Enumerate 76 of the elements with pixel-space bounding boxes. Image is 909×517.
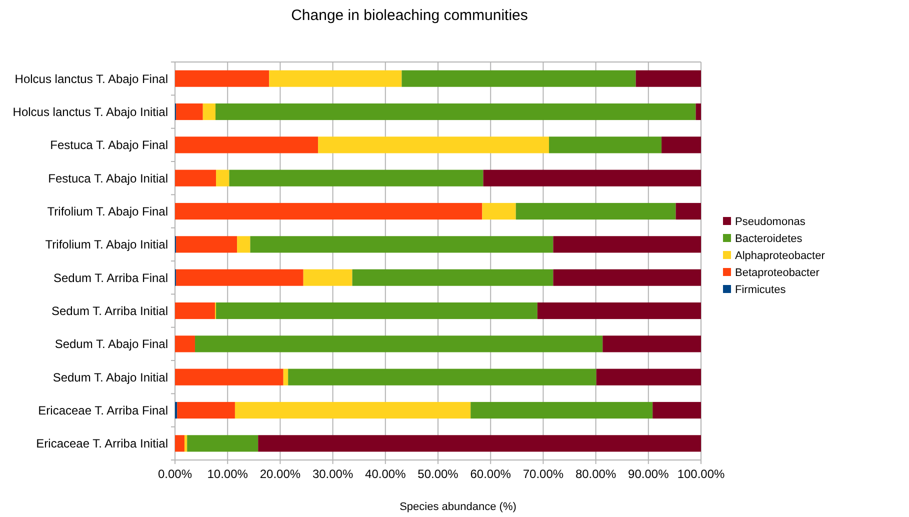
x-tick-label: 20.00% [260,467,301,481]
bar [194,336,603,352]
bar [176,269,304,286]
bar [175,435,184,452]
bar [636,70,701,87]
y-tick-label: Festuca T. Abajo Initial [48,171,168,186]
y-tick-label: Holcus lanctus T. Abajo Final [14,72,168,86]
y-tick-label: Ericaceae T. Arriba Final [38,403,168,418]
legend-label: Betaproteobacter [735,266,820,279]
bar [229,170,484,186]
bar [216,302,538,320]
y-tick-label: Trifolium T. Abajo Final [47,204,168,218]
bar [553,236,701,253]
y-tick-label: Sedum T. Abajo Final [54,337,168,352]
bar [596,368,701,386]
chart-title: Change in bioleaching communities [291,7,528,24]
bar [175,70,270,87]
legend-label: Bacteroidetes [735,232,803,245]
x-tick-label: 70.00% [522,467,564,481]
x-tick-label: 50.00% [418,467,459,481]
bar [548,136,662,154]
bar [175,336,195,352]
legend-label: Alphaproteobacter [735,250,826,262]
bar [288,368,596,386]
bar [483,170,701,186]
bar [176,103,203,120]
x-tick-label: 60.00% [470,467,512,481]
bar [175,136,318,154]
bar [250,236,554,253]
x-tick-label: 10.00% [207,467,248,481]
bar [470,402,653,419]
bar [175,302,215,320]
bar [402,70,636,87]
bar [234,402,471,419]
y-tick-label: Festuca T. Abajo Final [50,138,168,152]
x-tick-label: 100.00% [677,467,726,481]
x-tick-label: 30.00% [312,467,354,481]
bar [676,202,701,220]
bar [184,435,188,452]
bar [187,435,258,452]
bar [662,136,701,154]
bar [216,170,230,186]
bar [303,269,352,286]
bar [652,402,701,419]
bar [177,402,235,419]
bar [258,435,701,452]
y-tick-label: Sedum T. Arriba Initial [51,304,168,318]
bar [175,170,216,186]
x-tick-label: 0.00% [158,467,192,481]
bar [696,103,701,120]
bar [269,70,402,87]
bar [352,269,554,286]
bar [602,336,701,352]
x-tick-label: 40.00% [365,467,406,481]
bar [516,202,676,220]
x-tick-label: 80.00% [575,467,616,481]
bar [175,368,284,386]
bar [283,368,288,386]
bar [553,269,701,286]
x-tick-label: 90.00% [628,467,670,481]
legend-label: Firmicutes [735,284,786,296]
y-tick-label: Trifolium T. Abajo Initial [45,238,168,252]
y-tick-label: Holcus lanctus T. Abajo Initial [12,104,168,119]
x-axis-title: Species abundance (%) [400,501,516,513]
bar [318,136,549,154]
bar [537,302,701,320]
legend-label: Pseudomonas [735,216,806,228]
bar [176,236,238,253]
bar [482,202,516,220]
bar [175,202,482,220]
bar [237,236,250,253]
y-tick-label: Sedum T. Arriba Final [54,270,168,285]
y-tick-label: Sedum T. Abajo Initial [52,370,168,384]
bar [216,103,696,120]
y-tick-label: Ericaceae T. Arriba Initial [36,436,168,451]
bar [202,103,216,120]
